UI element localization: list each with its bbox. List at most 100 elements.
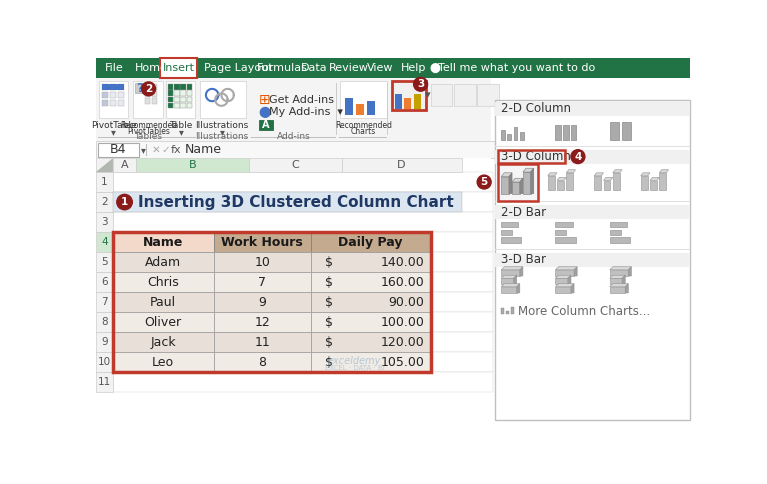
Text: $: $ — [324, 316, 333, 329]
Bar — [311, 352, 431, 372]
Text: 1: 1 — [101, 177, 107, 187]
Text: 2: 2 — [145, 84, 152, 94]
Bar — [501, 308, 504, 315]
Bar — [168, 91, 173, 96]
Bar — [622, 122, 631, 140]
Bar — [413, 93, 420, 109]
Bar — [96, 158, 113, 172]
Bar — [392, 81, 426, 110]
Bar — [96, 232, 113, 252]
Polygon shape — [520, 178, 523, 194]
Bar — [186, 84, 192, 90]
Bar — [501, 230, 512, 235]
Bar — [395, 93, 402, 109]
Circle shape — [117, 195, 132, 210]
Text: $: $ — [324, 256, 333, 269]
Circle shape — [477, 175, 491, 189]
Bar — [610, 222, 627, 227]
Bar — [113, 352, 214, 372]
Bar — [180, 84, 186, 90]
Text: Recommended: Recommended — [334, 121, 392, 130]
Bar — [96, 252, 113, 272]
Bar — [501, 287, 517, 293]
Bar — [511, 307, 514, 315]
Text: Insert: Insert — [163, 63, 195, 73]
Text: 100.00: 100.00 — [380, 316, 424, 329]
Bar — [96, 192, 113, 212]
Text: 2: 2 — [101, 197, 107, 207]
Text: 160.00: 160.00 — [380, 276, 424, 288]
Polygon shape — [628, 267, 631, 276]
Bar — [495, 301, 690, 302]
Text: Get Add-ins: Get Add-ins — [269, 95, 334, 105]
Polygon shape — [509, 173, 512, 194]
Bar — [610, 287, 625, 293]
Bar — [610, 278, 622, 285]
Bar — [495, 150, 690, 164]
Bar — [604, 181, 611, 190]
Bar — [113, 232, 431, 372]
Polygon shape — [96, 158, 113, 172]
Polygon shape — [501, 267, 523, 270]
Bar — [555, 238, 575, 243]
Polygon shape — [548, 173, 557, 176]
Bar — [145, 84, 150, 90]
Text: 4: 4 — [574, 151, 581, 162]
Text: My Add-ins  ▾: My Add-ins ▾ — [269, 107, 344, 117]
Polygon shape — [650, 178, 660, 181]
Bar — [96, 58, 690, 78]
Text: C: C — [291, 160, 299, 170]
Bar — [174, 84, 179, 90]
Polygon shape — [514, 275, 517, 285]
Bar — [99, 81, 128, 118]
Bar — [498, 164, 538, 200]
Bar — [98, 143, 139, 157]
Bar — [311, 232, 431, 252]
Bar — [404, 98, 411, 109]
Text: View: View — [367, 63, 393, 73]
Bar — [96, 212, 113, 232]
Bar — [495, 201, 690, 202]
Text: ✕: ✕ — [152, 145, 160, 155]
Text: Formulas: Formulas — [257, 63, 308, 73]
Bar — [311, 272, 431, 292]
Text: exceldemy: exceldemy — [328, 356, 381, 366]
Bar — [506, 311, 509, 315]
Text: $: $ — [324, 276, 333, 288]
Bar — [113, 332, 492, 352]
Bar — [660, 173, 667, 190]
Bar — [514, 127, 518, 140]
Text: 7: 7 — [101, 297, 107, 307]
Bar — [555, 287, 571, 293]
Bar — [180, 97, 186, 102]
Text: 3: 3 — [417, 79, 424, 89]
Text: 11: 11 — [97, 377, 111, 387]
Text: Tables: Tables — [134, 132, 163, 141]
Bar — [214, 292, 311, 312]
Bar — [367, 101, 375, 115]
Text: 3: 3 — [101, 217, 107, 227]
Text: Adam: Adam — [145, 256, 181, 269]
Bar — [495, 205, 690, 219]
Bar — [113, 232, 214, 252]
Polygon shape — [568, 275, 571, 285]
Bar — [311, 252, 431, 272]
Bar — [102, 92, 108, 98]
Text: ?: ? — [137, 82, 143, 95]
Text: Name: Name — [143, 236, 183, 249]
Bar — [113, 372, 492, 392]
Text: EXCEL · DATA · BI: EXCEL · DATA · BI — [325, 365, 384, 371]
Bar — [555, 270, 574, 276]
Polygon shape — [660, 170, 669, 173]
Text: ▾: ▾ — [111, 127, 116, 137]
Bar — [180, 91, 186, 96]
Text: 3-D Column: 3-D Column — [501, 150, 571, 163]
Text: PivotTable: PivotTable — [91, 121, 137, 130]
Polygon shape — [557, 178, 566, 181]
Text: 90.00: 90.00 — [389, 296, 424, 309]
Text: 9: 9 — [101, 337, 107, 347]
Text: 120.00: 120.00 — [380, 336, 424, 348]
Bar — [571, 125, 576, 140]
Polygon shape — [512, 178, 523, 182]
Text: Paul: Paul — [150, 296, 176, 309]
